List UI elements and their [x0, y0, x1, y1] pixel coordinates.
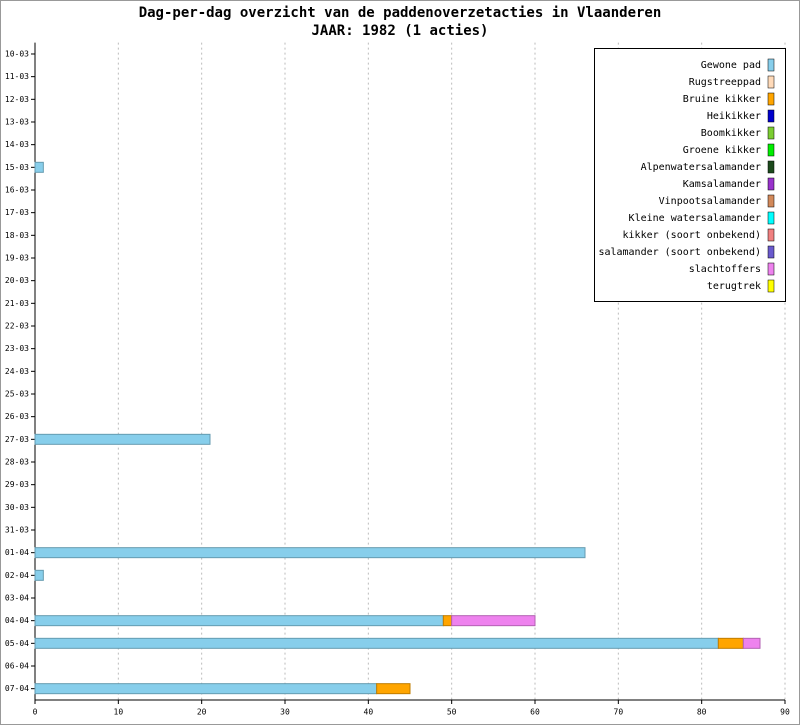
bar-segment: [34, 547, 586, 559]
y-tick-label: 12-03: [5, 95, 29, 104]
legend-swatch: [767, 58, 775, 72]
legend-swatch: [767, 160, 775, 174]
legend-swatch: [767, 177, 775, 191]
legend-label: Vinpootsalamander: [659, 196, 761, 207]
legend-label: salamander (soort onbekend): [598, 247, 761, 258]
legend-swatch: [767, 126, 775, 140]
legend-label: kikker (soort onbekend): [623, 230, 761, 241]
y-tick-label: 05-04: [5, 639, 29, 648]
legend-swatch: [767, 143, 775, 157]
y-tick-label: 19-03: [5, 253, 29, 262]
y-tick-label: 03-04: [5, 593, 29, 602]
y-tick-label: 31-03: [5, 525, 29, 534]
y-tick-label: 29-03: [5, 480, 29, 489]
legend-box: [594, 48, 786, 302]
legend-swatch: [767, 245, 775, 259]
y-tick-label: 02-04: [5, 571, 29, 580]
legend-swatch: [767, 109, 775, 123]
x-tick-label: 60: [530, 708, 540, 717]
bar-segment: [376, 683, 411, 695]
legend-swatch: [767, 211, 775, 225]
x-tick-label: 90: [780, 708, 790, 717]
y-tick-label: 25-03: [5, 389, 29, 398]
bar-segment: [442, 615, 453, 627]
y-tick-label: 15-03: [5, 163, 29, 172]
x-tick-label: 0: [33, 708, 38, 717]
x-tick-label: 50: [447, 708, 457, 717]
legend-swatch: [767, 262, 775, 276]
x-tick-label: 40: [364, 708, 374, 717]
bar-segment: [34, 161, 44, 173]
legend-swatch: [767, 75, 775, 89]
bar-segment: [34, 433, 211, 445]
legend-swatch: [767, 279, 775, 293]
legend-label: Bruine kikker: [683, 94, 761, 105]
y-tick-label: 18-03: [5, 231, 29, 240]
legend-label: Alpenwatersalamander: [641, 162, 761, 173]
legend-label: Gewone pad: [701, 60, 761, 71]
chart-subtitle: JAAR: 1982 (1 acties): [311, 23, 488, 39]
chart-title: Dag-per-dag overzicht van de paddenoverz…: [139, 5, 662, 21]
y-tick-label: 11-03: [5, 72, 29, 81]
y-tick-label: 24-03: [5, 367, 29, 376]
y-tick-label: 17-03: [5, 208, 29, 217]
y-tick-label: 21-03: [5, 299, 29, 308]
bar-segment: [717, 637, 744, 649]
y-tick-label: 06-04: [5, 661, 29, 670]
bar-segment: [34, 615, 444, 627]
y-tick-label: 22-03: [5, 321, 29, 330]
legend-label: Heikikker: [707, 111, 761, 122]
y-tick-label: 23-03: [5, 344, 29, 353]
x-tick-label: 70: [614, 708, 624, 717]
y-tick-label: 01-04: [5, 548, 29, 557]
y-tick-label: 27-03: [5, 435, 29, 444]
legend-label: Kamsalamander: [683, 179, 761, 190]
y-tick-label: 28-03: [5, 457, 29, 466]
y-tick-label: 20-03: [5, 276, 29, 285]
bar-segment: [742, 637, 761, 649]
legend-label: slachtoffers: [689, 264, 761, 275]
x-tick-label: 30: [280, 708, 290, 717]
legend-swatch: [767, 228, 775, 242]
legend-swatch: [767, 92, 775, 106]
x-tick-label: 80: [697, 708, 707, 717]
legend-label: Rugstreeppad: [689, 77, 761, 88]
legend-label: Groene kikker: [683, 145, 761, 156]
y-tick-label: 16-03: [5, 185, 29, 194]
x-tick-label: 10: [114, 708, 124, 717]
bar-segment: [34, 683, 378, 695]
y-tick-label: 07-04: [5, 684, 29, 693]
y-tick-label: 30-03: [5, 503, 29, 512]
legend-label: Boomkikker: [701, 128, 761, 139]
x-tick-label: 20: [197, 708, 207, 717]
legend-swatch: [767, 194, 775, 208]
legend-label: terugtrek: [707, 281, 761, 292]
legend-label: Kleine watersalamander: [629, 213, 761, 224]
y-tick-label: 26-03: [5, 412, 29, 421]
bar-segment: [34, 637, 719, 649]
y-tick-label: 10-03: [5, 49, 29, 58]
bar-segment: [34, 569, 44, 581]
bar-segment: [451, 615, 536, 627]
y-tick-label: 13-03: [5, 117, 29, 126]
y-tick-label: 04-04: [5, 616, 29, 625]
y-tick-label: 14-03: [5, 140, 29, 149]
